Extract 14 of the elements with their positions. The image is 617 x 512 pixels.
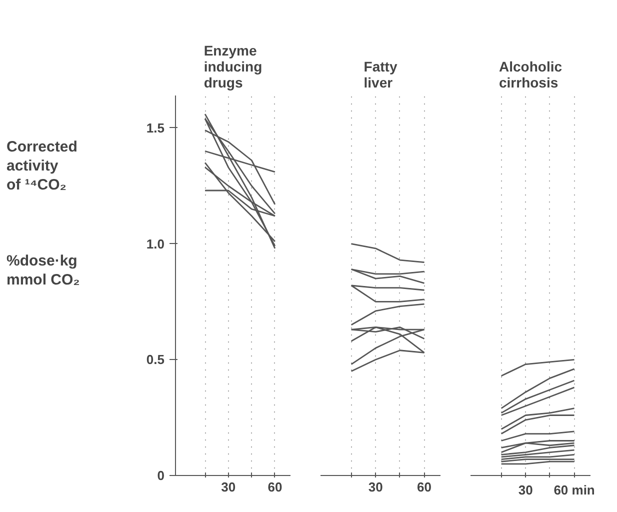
x-tick-label: 30 [221, 480, 236, 494]
y-tick-label: 1.5 [146, 120, 165, 136]
text: Corrected activity of ¹⁴CO₂ %dose·kg mmol CO₂ [6, 138, 80, 288]
chart-title: Alcoholic cirrhosis [498, 58, 562, 90]
y-tick-label: 0 [157, 468, 165, 483]
x-tick-label: 60 [417, 480, 432, 494]
chart-title: Fatty liver [364, 58, 398, 90]
x-tick-label: 30 [368, 480, 383, 494]
y-tick-label: 0.5 [146, 352, 165, 368]
x-tick-label: 60 min [554, 482, 595, 498]
chart-title: Enzyme inducing drugs [204, 42, 262, 90]
x-tick-label: 30 [518, 482, 533, 498]
y-tick-label: 1.0 [146, 236, 165, 252]
x-tick-label: 60 [268, 480, 282, 494]
